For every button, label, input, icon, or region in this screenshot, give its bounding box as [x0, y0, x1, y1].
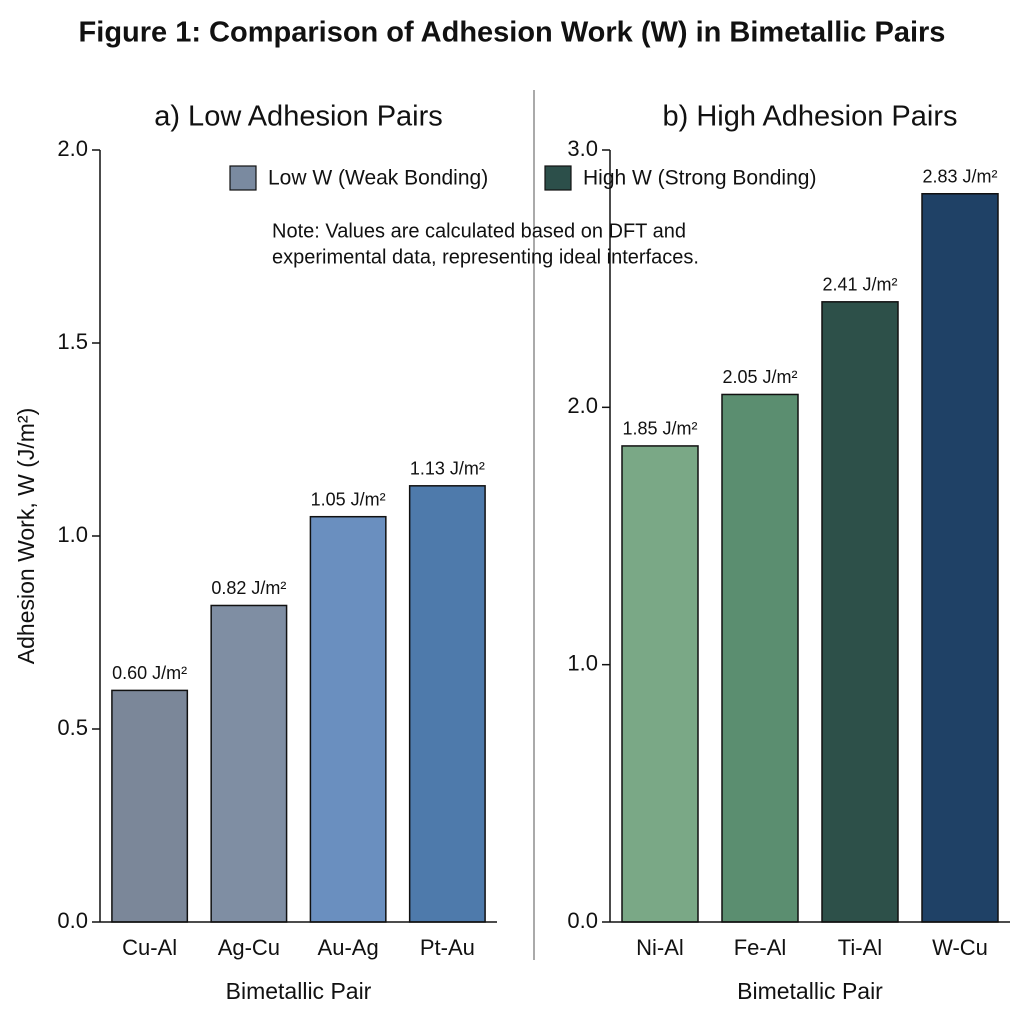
- subplot-title: b) High Adhesion Pairs: [663, 101, 958, 133]
- value-label: 0.82 J/m²: [211, 578, 286, 598]
- y-tick-label: 0.0: [57, 908, 88, 933]
- note: Note: Values are calculated based on DFT…: [272, 220, 686, 242]
- value-label: 1.13 J/m²: [410, 459, 485, 479]
- x-tick-label: Ti-Al: [838, 935, 882, 960]
- y-tick-label: 2.0: [567, 393, 598, 418]
- x-tick-label: Cu-Al: [122, 935, 177, 960]
- x-tick-label: Pt-Au: [420, 935, 475, 960]
- legend-swatch: [544, 165, 572, 191]
- bar: [111, 689, 189, 923]
- x-tick-label: Fe-Al: [734, 935, 787, 960]
- x-tick-label: Au-Ag: [318, 935, 379, 960]
- x-tick-label: W-Cu: [932, 935, 988, 960]
- y-tick-label: 1.5: [57, 329, 88, 354]
- x-axis-label: Bimetallic Pair: [737, 978, 883, 1004]
- y-tick-label: 0.0: [567, 908, 598, 933]
- y-axis-label: Adhesion Work, W (J/m²): [13, 408, 39, 664]
- value-label: 0.60 J/m²: [112, 663, 187, 683]
- subplot-title: a) Low Adhesion Pairs: [154, 101, 443, 133]
- bar: [408, 485, 486, 923]
- x-tick-label: Ag-Cu: [218, 935, 280, 960]
- bar: [309, 515, 387, 923]
- y-tick-label: 1.0: [567, 650, 598, 675]
- value-label: 2.83 J/m²: [922, 166, 997, 186]
- legend-swatch: [229, 165, 257, 191]
- bar: [210, 604, 288, 923]
- value-label: 2.41 J/m²: [822, 275, 897, 295]
- bar: [821, 301, 899, 923]
- bar: [921, 192, 999, 923]
- x-axis-label: Bimetallic Pair: [226, 978, 372, 1004]
- value-label: 1.05 J/m²: [311, 489, 386, 509]
- x-tick-label: Ni-Al: [636, 935, 684, 960]
- y-tick-label: 3.0: [567, 136, 598, 161]
- value-label: 2.05 J/m²: [722, 367, 797, 387]
- value-label: 1.85 J/m²: [622, 419, 697, 439]
- bar: [621, 445, 699, 923]
- y-tick-label: 2.0: [57, 136, 88, 161]
- y-tick-label: 0.5: [57, 715, 88, 740]
- bar: [721, 393, 799, 923]
- figure-title: Figure 1: Comparison of Adhesion Work (W…: [79, 17, 946, 49]
- legend-label: High W (Strong Bonding): [583, 167, 816, 190]
- note: experimental data, representing ideal in…: [272, 246, 699, 268]
- legend-label: Low W (Weak Bonding): [268, 167, 488, 190]
- y-tick-label: 1.0: [57, 522, 88, 547]
